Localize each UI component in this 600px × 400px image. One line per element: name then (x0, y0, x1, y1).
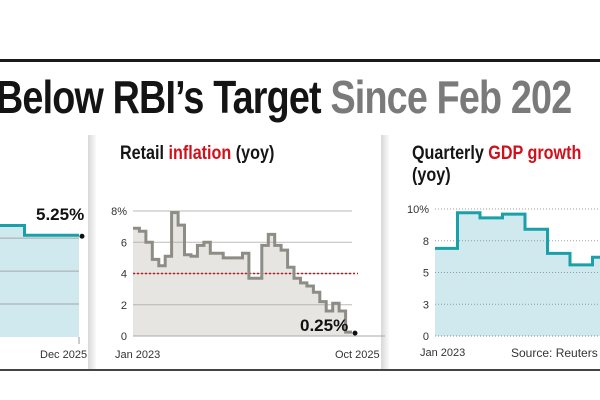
title-text: (yoy) (231, 143, 275, 164)
inflation-x-start-label: Jan 2023 (115, 349, 160, 361)
headline: Below RBI’s Target Since Feb 202 (0, 70, 572, 124)
left-callout: 5.25% (36, 205, 84, 224)
y-tick-label: 5 (423, 268, 429, 280)
panel-divider (381, 135, 389, 370)
title-text: Retail (120, 143, 169, 164)
inflation-end-dot (352, 330, 358, 336)
title-highlight: inflation (168, 143, 232, 164)
gdp-chart-title: Quarterly GDP growth (yoy) (412, 143, 581, 187)
y-tick-label: 8% (111, 206, 127, 218)
inflation-callout: 0.25% (300, 316, 348, 335)
left-end-dot (79, 233, 85, 239)
title-highlight: GDP growth (488, 143, 582, 164)
left-line (0, 224, 79, 237)
y-tick-label: 10% (407, 204, 429, 216)
gdp-line (435, 211, 600, 267)
inflation-x-end-label: Oct 2025 (335, 349, 380, 361)
panel-divider (88, 135, 96, 370)
y-tick-label: 4 (121, 269, 127, 281)
title-text: (yoy) (412, 165, 451, 186)
y-tick-label: 6 (121, 237, 127, 249)
inflation-line (133, 211, 352, 334)
left-x-end-label: Dec 2025 (40, 349, 87, 361)
y-tick-label: 0 (121, 331, 127, 343)
y-tick-label: 8 (423, 236, 429, 248)
source-note: Source: Reuters (511, 346, 598, 360)
bottom-rule (0, 369, 600, 371)
y-tick-label: 3 (423, 299, 429, 311)
gdp-area (435, 212, 600, 336)
top-rule (0, 59, 600, 62)
y-tick-label: 0 (423, 331, 429, 343)
headline-part2: Since Feb 202 (330, 71, 572, 123)
y-tick-label: 2 (121, 300, 127, 312)
headline-part1: Below RBI’s Target (0, 71, 322, 123)
title-text: Quarterly (412, 143, 489, 164)
left-area (0, 225, 79, 337)
gdp-x-start-label: Jan 2023 (420, 347, 465, 359)
inflation-chart-title: Retail inflation (yoy) (120, 143, 274, 165)
